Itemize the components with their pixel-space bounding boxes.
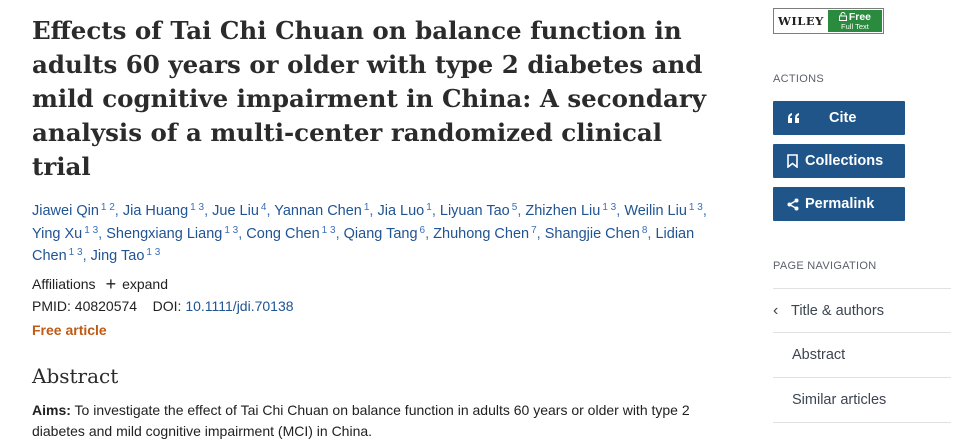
author-affiliation-number[interactable]: 1 3 bbox=[84, 224, 99, 236]
bookmark-icon bbox=[787, 154, 809, 168]
author-name-link[interactable]: Yannan Chen bbox=[274, 203, 362, 219]
author-item: Lidian Chen 1 3, bbox=[32, 225, 695, 265]
abstract-heading: Abstract bbox=[32, 363, 119, 388]
abstract-aims-text: To investigate the effect of Tai Chi Chu… bbox=[32, 401, 690, 439]
author-item: Jia Luo 1, bbox=[377, 202, 440, 220]
nav-item-label: Title & authors bbox=[791, 302, 884, 319]
author-item: Jue Liu 4, bbox=[212, 202, 275, 220]
author-affiliation-number[interactable]: 1 3 bbox=[602, 202, 617, 213]
author-name-link[interactable]: Cong Chen bbox=[246, 225, 320, 242]
author-affiliation-number[interactable]: 1 2 bbox=[100, 202, 115, 213]
publisher-name: WILEY bbox=[778, 14, 824, 28]
affiliations-row: Affiliations + expand bbox=[32, 273, 722, 294]
author-item: Jiawei Qin 1 2, bbox=[32, 202, 123, 220]
author-name-link[interactable]: Shangjie Chen bbox=[544, 225, 640, 242]
doi-label: DOI: bbox=[152, 297, 182, 314]
author-item: Zhizhen Liu 1 3, bbox=[525, 202, 625, 220]
free-full-text-badge: Free Full Text bbox=[827, 10, 882, 32]
author-name-link[interactable]: Jia Huang bbox=[122, 203, 189, 219]
publisher-free-label: Free bbox=[848, 10, 872, 23]
author-name-link[interactable]: Ying Xu bbox=[32, 225, 83, 242]
author-affiliation-number[interactable]: 1 3 bbox=[321, 224, 336, 236]
author-name-link[interactable]: Weilin Liu bbox=[624, 203, 687, 219]
author-item: Qiang Tang 6, bbox=[343, 224, 434, 242]
pmid-value: 40820574 bbox=[74, 297, 138, 314]
identifiers-row: PMID: 40820574 DOI: 10.1111/jdi.70138 bbox=[32, 298, 722, 314]
author-name-link[interactable]: Jue Liu bbox=[212, 203, 259, 219]
publisher-link[interactable]: WILEY Free Full Text bbox=[773, 8, 884, 34]
page-navigation-label: PAGE NAVIGATION bbox=[773, 260, 877, 272]
author-affiliation-number[interactable]: 5 bbox=[511, 202, 518, 213]
permalink-label: Permalink bbox=[805, 196, 875, 212]
abstract-paragraph: Aims: To investigate the effect of Tai C… bbox=[32, 400, 722, 442]
affiliations-label: Affiliations bbox=[32, 275, 96, 292]
author-list: Jiawei Qin 1 2, Jia Huang 1 3, Jue Liu 4, Y… bbox=[32, 200, 722, 268]
author-affiliation-number[interactable]: 7 bbox=[531, 224, 537, 236]
author-item: Ying Xu 1 3, bbox=[32, 224, 107, 242]
article-main: Effects of Tai Chi Chuan on balance func… bbox=[32, 14, 722, 442]
pmid-label: PMID: bbox=[32, 297, 71, 314]
quote-icon bbox=[787, 113, 809, 123]
article-title: Effects of Tai Chi Chuan on balance func… bbox=[32, 16, 706, 181]
author-name-link[interactable]: Liyuan Tao bbox=[439, 203, 510, 219]
plus-icon[interactable]: + bbox=[105, 273, 117, 294]
share-icon bbox=[787, 198, 809, 211]
author-name-link[interactable]: Zhuhong Chen bbox=[433, 225, 530, 242]
author-affiliation-number[interactable]: 1 3 bbox=[688, 202, 703, 213]
nav-item-label: Similar articles bbox=[792, 392, 887, 408]
nav-item-abstract[interactable]: Abstract bbox=[773, 333, 951, 378]
actions-label: ACTIONS bbox=[773, 73, 824, 85]
chevron-left-icon: ‹ bbox=[773, 301, 779, 319]
author-item: Zhuhong Chen 7, bbox=[433, 224, 545, 242]
author-name-link[interactable]: Zhizhen Liu bbox=[525, 203, 601, 219]
author-item: Shengxiang Liang 1 3, bbox=[106, 224, 247, 242]
author-affiliation-number[interactable]: 4 bbox=[260, 202, 267, 213]
author-affiliation-number[interactable]: 1 3 bbox=[190, 202, 205, 213]
author-item: Shangjie Chen 8, bbox=[544, 224, 656, 242]
author-affiliation-number[interactable]: 1 3 bbox=[68, 247, 83, 258]
doi-link[interactable]: 10.1111/jdi.70138 bbox=[185, 297, 294, 314]
author-name-link[interactable]: Shengxiang Liang bbox=[106, 225, 223, 242]
collections-label: Collections bbox=[805, 153, 884, 169]
author-name-link[interactable]: Jia Luo bbox=[377, 203, 425, 219]
nav-item-label: Abstract bbox=[792, 347, 846, 363]
collections-button[interactable]: Collections bbox=[773, 144, 905, 178]
author-item: Jia Huang 1 3, bbox=[122, 202, 213, 220]
author-name-link[interactable]: Jing Tao bbox=[90, 248, 145, 264]
author-name-link[interactable]: Lidian Chen bbox=[32, 225, 695, 265]
author-affiliation-number[interactable]: 1 3 bbox=[146, 247, 161, 258]
nav-item-title-authors[interactable]: ‹ Title & authors bbox=[773, 288, 951, 333]
publisher-full-text-label: Full Text bbox=[841, 22, 869, 31]
page-navigation: ‹ Title & authors Abstract Similar artic… bbox=[773, 288, 951, 423]
author-item: Yannan Chen 1, bbox=[274, 202, 378, 220]
author-affiliation-number[interactable]: 8 bbox=[641, 224, 648, 236]
cite-label: Cite bbox=[829, 110, 857, 126]
free-article-badge: Free article bbox=[32, 321, 107, 338]
author-affiliation-number[interactable]: 1 bbox=[363, 202, 370, 213]
nav-item-similar-articles[interactable]: Similar articles bbox=[773, 378, 951, 423]
abstract-aims-label: Aims: bbox=[32, 401, 71, 418]
author-item: Jing Tao 1 3 bbox=[90, 247, 161, 265]
author-item: Liyuan Tao 5, bbox=[439, 202, 526, 220]
permalink-button[interactable]: Permalink bbox=[773, 187, 905, 221]
author-affiliation-number[interactable]: 6 bbox=[419, 224, 426, 236]
cite-button[interactable]: Cite bbox=[773, 101, 905, 135]
author-name-link[interactable]: Qiang Tang bbox=[343, 225, 418, 242]
expand-link[interactable]: expand bbox=[122, 275, 169, 292]
author-name-link[interactable]: Jiawei Qin bbox=[32, 203, 99, 219]
author-item: Cong Chen 1 3, bbox=[246, 224, 344, 242]
author-item: Weilin Liu 1 3, bbox=[624, 202, 707, 220]
author-affiliation-number[interactable]: 1 3 bbox=[224, 224, 239, 236]
lock-open-icon bbox=[838, 12, 847, 22]
author-affiliation-number[interactable]: 1 bbox=[426, 202, 432, 213]
